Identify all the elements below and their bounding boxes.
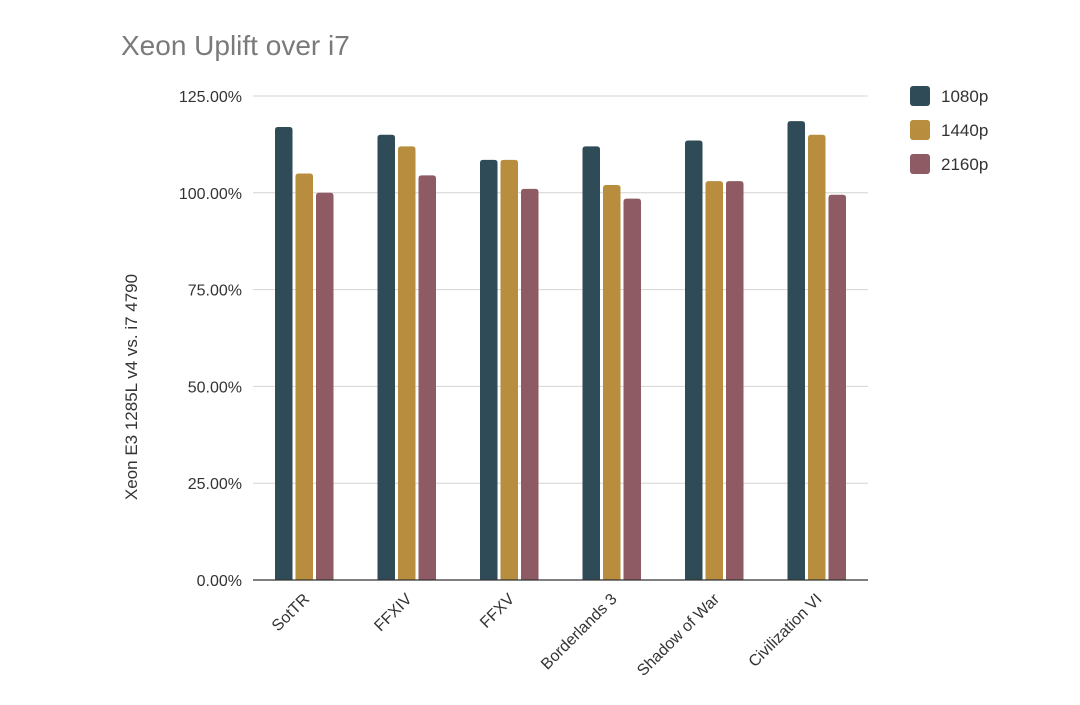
x-axis-categories: SotTR FFXIV FFXV Borderlands 3 Shadow of War… <box>269 590 826 679</box>
legend: 1080p 1440p 2160p <box>910 86 988 174</box>
x-tick-label: Civilization VI <box>746 591 826 671</box>
bar-2160p-sottr <box>316 192 334 581</box>
x-tick-label: SotTR <box>269 591 313 635</box>
bar-1440p-sottr <box>295 173 313 580</box>
y-tick-label: 0.00% <box>197 573 242 590</box>
legend-swatch <box>910 86 930 106</box>
bar-1080p-civilization-vi <box>787 121 805 580</box>
gridlines <box>253 95 868 484</box>
bar-2160p-shadow-of-war <box>726 181 744 580</box>
y-tick-label: 50.00% <box>188 379 242 396</box>
chart-title: Xeon Uplift over i7 <box>121 30 350 61</box>
bar-1080p-borderlands-3 <box>582 146 600 580</box>
legend-swatch <box>910 154 930 174</box>
x-tick-label: Borderlands 3 <box>538 591 621 674</box>
bar-1440p-ffxv <box>500 159 518 580</box>
legend-swatch <box>910 120 930 140</box>
y-tick-label: 25.00% <box>188 476 242 493</box>
y-axis-ticks: 0.00% 25.00% 50.00% 75.00% 100.00% 125.00% <box>179 89 242 590</box>
bar-1080p-ffxv <box>480 159 498 580</box>
y-tick-label: 100.00% <box>179 186 242 203</box>
legend-label: 1080p <box>941 87 988 106</box>
bar-2160p-ffxiv <box>418 175 436 580</box>
bar-2160p-ffxv <box>521 188 539 581</box>
legend-label: 1440p <box>941 121 988 140</box>
x-tick-label: FFXIV <box>371 591 415 635</box>
x-tick-label: FFXV <box>477 591 518 632</box>
y-axis-label: Xeon E3 1285L v4 vs. i7 4790 <box>122 274 141 500</box>
bar-1440p-ffxiv <box>398 146 416 580</box>
bar-2160p-civilization-vi <box>828 194 846 580</box>
bar-1440p-shadow-of-war <box>705 181 723 580</box>
bar-2160p-borderlands-3 <box>623 198 641 580</box>
bar-1080p-ffxiv <box>377 134 395 580</box>
x-tick-label: Shadow of War <box>634 590 723 679</box>
bar-1440p-borderlands-3 <box>603 185 621 580</box>
bar-1080p-shadow-of-war <box>685 140 703 580</box>
y-tick-label: 75.00% <box>188 283 242 300</box>
legend-label: 2160p <box>941 155 988 174</box>
bars <box>275 121 846 581</box>
y-tick-label: 125.00% <box>179 89 242 106</box>
bar-1080p-sottr <box>275 126 293 580</box>
bar-1440p-civilization-vi <box>808 134 826 580</box>
